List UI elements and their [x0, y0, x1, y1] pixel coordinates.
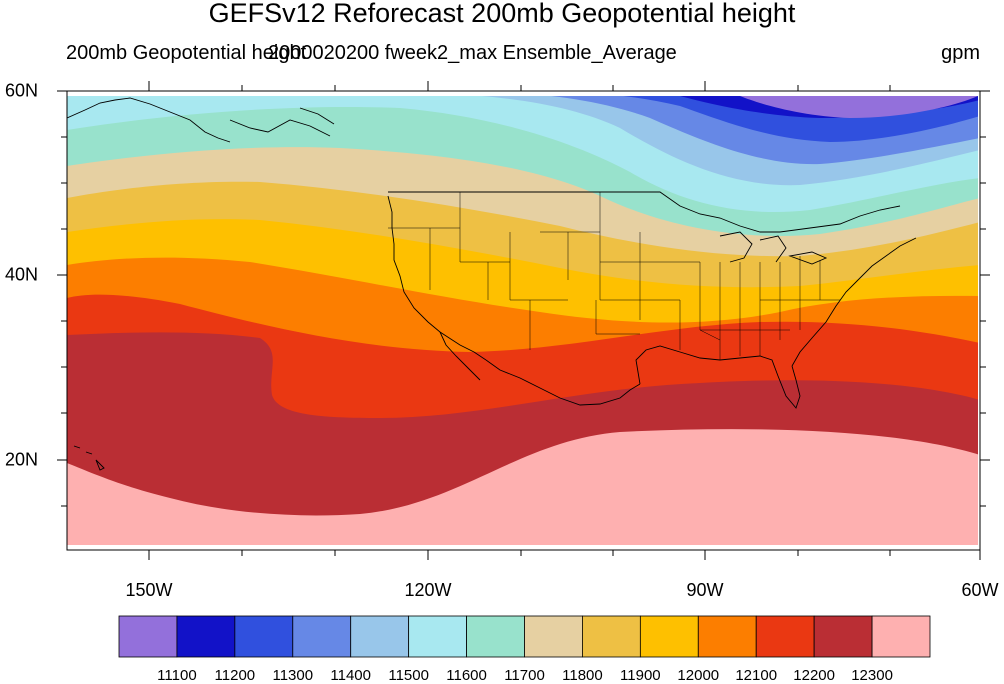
- colorbar-label: 11500: [388, 667, 429, 684]
- canada-border: [388, 191, 901, 233]
- colorbar-label: 12100: [735, 667, 778, 684]
- band-11000: [720, 91, 980, 118]
- colorbar-label: 12300: [851, 667, 893, 684]
- colorbar-swatch: [466, 615, 525, 658]
- lon-label-60w: 60W: [961, 580, 999, 600]
- lat-label-40n: 40N: [4, 264, 38, 285]
- lat-label-60n: 60N: [4, 80, 38, 101]
- colorbar-label: 12000: [677, 667, 720, 684]
- colorbar-label: 11200: [214, 667, 256, 684]
- colorbar-label: 11100: [157, 667, 197, 684]
- colorbar-swatch: [118, 615, 178, 658]
- contour-fill: [67, 91, 980, 550]
- colorbar-swatch: [408, 615, 467, 658]
- colorbar-label: 11900: [620, 667, 661, 684]
- great-lakes: [719, 231, 828, 265]
- colorbar-swatch: [234, 615, 294, 658]
- colorbar-swatch: [755, 615, 815, 658]
- east-coast: [791, 237, 917, 367]
- lat-label-20n: 20N: [4, 449, 38, 470]
- colorbar-label: 11300: [272, 667, 314, 684]
- lon-ticks: [148, 81, 981, 560]
- lat-ticks: [57, 90, 990, 507]
- colorbar-swatch: [813, 615, 873, 658]
- colorbar-label: 11400: [330, 667, 372, 684]
- colorbar-label: 11700: [504, 667, 545, 684]
- lon-label-120w: 120W: [404, 580, 452, 600]
- state-lines: [388, 192, 840, 360]
- colorbar-swatch: [176, 615, 236, 658]
- colorbar: [118, 615, 931, 658]
- mexico-coast: [439, 331, 641, 406]
- units-label: gpm: [941, 42, 980, 64]
- colorbar-swatch: [350, 615, 410, 658]
- gulf-coast: [635, 345, 801, 409]
- colorbar-swatch: [524, 615, 583, 658]
- lon-label-90w: 90W: [686, 580, 724, 600]
- hawaii: [73, 445, 105, 471]
- colorbar-swatch: [582, 615, 641, 658]
- colorbar-label: 12200: [793, 667, 835, 684]
- alaska-coast: [67, 97, 335, 143]
- colorbar-swatch: [639, 615, 699, 658]
- colorbar-label: 11600: [446, 667, 487, 684]
- map-title: GEFSv12 Reforecast 200mb Geopotential he…: [208, 0, 796, 28]
- colorbar-swatch: [697, 615, 757, 658]
- colorbar-label: 11800: [562, 667, 603, 684]
- lon-label-150w: 150W: [125, 580, 173, 600]
- colorbar-swatch: [871, 615, 931, 658]
- run-label: 2000020200 fweek2_max Ensemble_Average: [268, 42, 677, 64]
- colorbar-swatch: [292, 615, 352, 658]
- coastlines: [67, 97, 917, 471]
- variable-label: 200mb Geopotential height: [66, 42, 307, 64]
